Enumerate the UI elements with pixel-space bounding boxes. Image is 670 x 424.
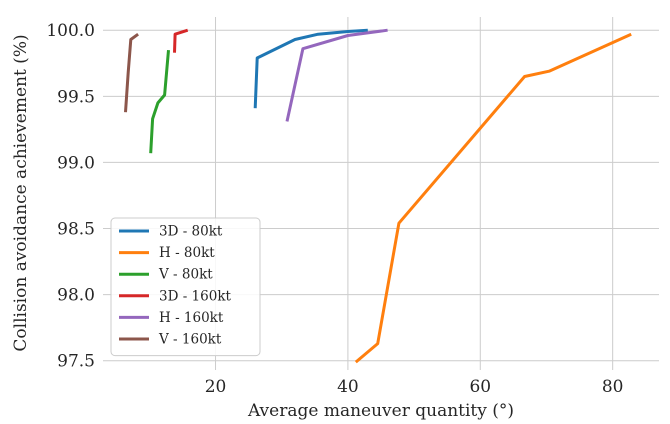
y-tick-label: 99.0 [57,153,95,173]
series-line [285,28,388,122]
series-line [124,32,139,113]
tick-labels: 20 40 60 80 97.5 98.0 98.5 99.0 99.5 100.0 [46,21,623,397]
x-tick-label: 60 [469,377,491,397]
x-tick-label: 80 [602,377,624,397]
legend-label: 3D - 80kt [159,224,223,240]
legend-label: 3D - 160kt [159,288,232,304]
legend-label: H - 160kt [159,310,224,326]
series-line [173,28,189,53]
x-tick-label: 40 [337,377,359,397]
legend-label: V - 80kt [158,267,213,283]
y-axis-label: Collision avoidance achievement (%) [11,34,31,351]
series-line [149,49,170,154]
y-tick-label: 97.5 [57,352,95,372]
series-line [253,28,368,109]
legend-label: V - 160kt [158,332,222,348]
y-tick-label: 98.5 [57,220,95,240]
series-lines [124,28,632,364]
y-tick-label: 99.5 [57,87,95,107]
legend: 3D - 80kt H - 80kt V - 80kt 3D - 160kt H - 1… [110,217,261,357]
x-axis-label: Average maneuver quantity (°) [247,401,514,421]
y-tick-label: 98.0 [57,286,95,306]
y-tick-label: 100.0 [46,21,95,41]
legend-label: H - 80kt [159,245,215,261]
x-tick-label: 20 [205,377,227,397]
series-line [354,32,632,364]
